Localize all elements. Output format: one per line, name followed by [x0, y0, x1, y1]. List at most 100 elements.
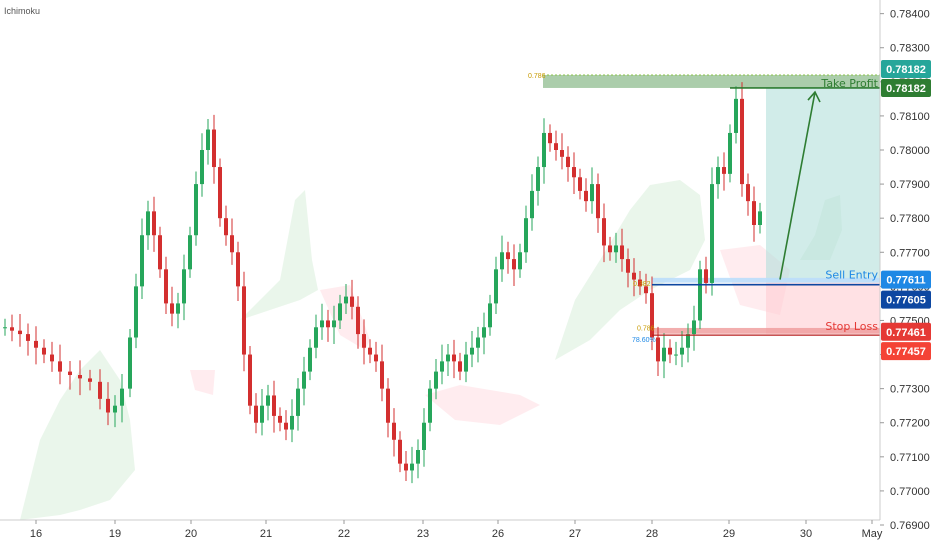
candle-body	[758, 211, 762, 225]
candle-body	[314, 327, 318, 348]
candle-body	[224, 218, 228, 236]
y-tick-label: 0.76900	[890, 520, 930, 532]
candle-body	[120, 388, 124, 406]
candle-body	[740, 98, 744, 185]
candle-body	[554, 143, 558, 150]
y-tick-label: 0.78300	[890, 43, 930, 55]
candle-body	[656, 337, 660, 362]
candle-body	[326, 320, 330, 328]
candle-body	[58, 361, 62, 372]
candle-body	[506, 252, 510, 260]
candle-body	[422, 422, 426, 450]
candle-body	[344, 296, 348, 304]
candle-body	[356, 306, 360, 335]
candle-body	[170, 303, 174, 314]
candle-body	[176, 303, 180, 314]
candle-body	[512, 259, 516, 270]
price-levels: Take Profit Sell Entry Stop Loss 0.786 0.382…	[528, 73, 880, 344]
candle-body	[338, 303, 342, 321]
x-tick-label: 21	[260, 528, 272, 540]
candle-body	[464, 354, 468, 372]
fib-level-label: 0.382	[633, 281, 651, 288]
candle-body	[128, 337, 132, 389]
price-axis[interactable]: 0.784000.783000.782000.781000.780000.779…	[879, 0, 931, 532]
candle-body	[536, 167, 540, 191]
candle-body	[440, 361, 444, 372]
y-tick-label: 0.78000	[890, 145, 930, 157]
candle-body	[260, 405, 264, 423]
price-tag-stop-loss-text: 0.77461	[886, 327, 926, 339]
candle-body	[368, 347, 372, 355]
candle-body	[50, 354, 54, 362]
candle-body	[476, 337, 480, 348]
candle-body	[320, 320, 324, 328]
candle-body	[284, 422, 288, 430]
candle-body	[278, 415, 282, 423]
y-tick-label: 0.78100	[890, 111, 930, 123]
candle-body	[548, 132, 552, 144]
candle-body	[212, 129, 216, 168]
candle-body	[494, 269, 498, 304]
take-profit-band	[543, 75, 880, 88]
y-tick-label: 0.77200	[890, 418, 930, 430]
candle-body	[596, 184, 600, 219]
fib-level-label: 0.786	[637, 326, 655, 333]
candle-body	[668, 347, 672, 355]
candle-body	[614, 245, 618, 253]
loss-zone	[766, 282, 880, 334]
stop-loss-label: Stop Loss	[825, 320, 878, 333]
candle-body	[106, 398, 110, 413]
candle-body	[350, 296, 354, 307]
cloud-red-segment	[425, 385, 540, 425]
candle-body	[254, 405, 258, 423]
x-tick-label: 19	[109, 528, 121, 540]
candle-body	[248, 354, 252, 406]
candle-body	[542, 132, 546, 168]
candle-body	[113, 405, 117, 413]
x-tick-label: 16	[30, 528, 42, 540]
candle-body	[272, 395, 276, 416]
candle-body	[98, 381, 102, 399]
candle-body	[194, 184, 198, 236]
price-tag-teal-text: 0.78182	[886, 64, 926, 76]
x-tick-label: 29	[723, 528, 735, 540]
candle-body	[134, 286, 138, 338]
y-tick-label: 0.77800	[890, 213, 930, 225]
candle-body	[10, 327, 14, 331]
y-tick-label: 0.77100	[890, 452, 930, 464]
candle-body	[236, 252, 240, 287]
candle-body	[266, 395, 270, 406]
candle-body	[428, 388, 432, 423]
price-tag-stop-loss	[881, 322, 931, 341]
candle-body	[710, 184, 714, 283]
candle-body	[488, 303, 492, 328]
candlestick-series	[3, 82, 762, 484]
candle-body	[662, 347, 666, 362]
time-axis[interactable]: 16 19 20 21 22 23 26 27 28 29 30 May	[0, 519, 883, 540]
candle-body	[746, 184, 750, 202]
candle-body	[218, 167, 222, 219]
candle-body	[146, 211, 150, 236]
y-tick-label: 0.78400	[890, 9, 930, 21]
price-tag-sell-entry	[881, 270, 931, 289]
candle-body	[470, 347, 474, 355]
candle-body	[416, 450, 420, 464]
fib-level-label: 0.786	[528, 73, 546, 80]
price-tag-teal	[881, 59, 931, 78]
trade-arrow	[779, 91, 816, 280]
candle-body	[722, 167, 726, 174]
price-tag-take-profit	[881, 78, 931, 97]
candle-body	[158, 235, 162, 270]
y-tick-label: 0.77700	[890, 247, 930, 259]
y-tick-label: 0.77900	[890, 179, 930, 191]
x-tick-label: 20	[185, 528, 197, 540]
profit-zone	[766, 87, 880, 283]
candle-body	[602, 218, 606, 246]
candle-body	[78, 375, 82, 379]
y-tick-label: 0.77300	[890, 384, 930, 396]
candle-body	[674, 354, 678, 356]
candle-body	[704, 269, 708, 283]
candle-body	[608, 245, 612, 253]
candle-body	[524, 218, 528, 253]
